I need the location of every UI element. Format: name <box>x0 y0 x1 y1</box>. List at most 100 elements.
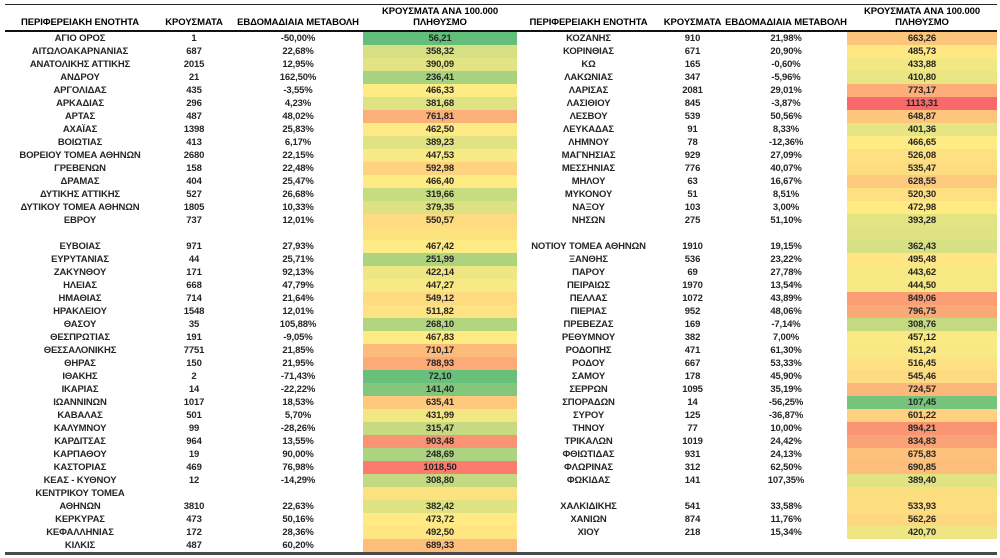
cases-cell: 125 <box>684 410 701 421</box>
weekly-change-cell <box>725 227 847 240</box>
per-100k-cell: 268,10 <box>363 318 517 331</box>
region-name-cell: ΚΑΛΥΜΝΟΥ <box>53 423 107 434</box>
cases-cell: 413 <box>186 137 202 148</box>
cases-cell: 671 <box>684 46 701 57</box>
region-name-cell: ΚΩ <box>581 59 596 70</box>
per-100k-cell: 390,09 <box>363 58 517 71</box>
region-name-cell: ΚΟΡΙΝΘΙΑΣ <box>563 46 614 57</box>
per-100k-cell: 849,06 <box>847 292 997 305</box>
weekly-change-cell: 25,47% <box>282 176 314 187</box>
weekly-change-cell: 16,67% <box>770 176 802 187</box>
per-100k-cell: 467,42 <box>363 240 517 253</box>
weekly-change-cell: 107,35% <box>767 475 805 486</box>
region-name-cell: ΧΑΛΚΙΔΙΚΗΣ <box>560 501 617 512</box>
per-100k-cell: 451,24 <box>847 344 997 357</box>
per-100k-cell: 473,72 <box>363 513 517 526</box>
cases-cell: 150 <box>186 358 202 369</box>
per-100k-cell: 422,14 <box>363 266 517 279</box>
per-100k-cell: 389,23 <box>363 136 517 149</box>
cases-cell: 539 <box>684 111 701 122</box>
table-row: ΠΑΡΟΥ 69 27,78% 443,62 <box>517 266 997 279</box>
table-row: ΚΑΣΤΟΡΙΑΣ 469 76,98% 1018,50 <box>5 461 517 474</box>
table-row: ΘΕΣΠΡΩΤΙΑΣ 191 -9,05% 467,83 <box>5 331 517 344</box>
cases-cell: 1398 <box>183 124 205 135</box>
region-name-cell <box>5 227 155 240</box>
spacer-row <box>5 227 517 240</box>
table-row: ΝΟΤΙΟΥ ΤΟΜΕΑ ΑΘΗΝΩΝ 1910 19,15% 362,43 <box>517 240 997 253</box>
region-name-cell: ΛΕΥΚΑΔΑΣ <box>563 124 614 135</box>
per-100k-cell: 72,10 <box>363 370 517 383</box>
per-100k-cell: 379,35 <box>363 201 517 214</box>
region-name-cell: ΗΜΑΘΙΑΣ <box>58 293 102 304</box>
table-row: ΜΕΣΣΗΝΙΑΣ 776 40,07% 535,47 <box>517 162 997 175</box>
region-name-cell: ΑΡΓΟΛΙΔΑΣ <box>53 85 107 96</box>
cases-cell: 218 <box>684 527 701 538</box>
table-row: ΤΗΝΟΥ 77 10,00% 894,21 <box>517 422 997 435</box>
region-name-cell: ΑΧΑΪΑΣ <box>62 124 98 135</box>
region-name-cell: ΦΛΩΡΙΝΑΣ <box>564 462 613 473</box>
table-row: ΠΡΕΒΕΖΑΣ 169 -7,14% 308,76 <box>517 318 997 331</box>
table-row: ΚΑΡΔΙΤΣΑΣ 964 13,55% 903,48 <box>5 435 517 448</box>
weekly-change-cell: 21,85% <box>282 345 314 356</box>
weekly-change-cell: 50,56% <box>770 111 802 122</box>
region-name-cell: ΚΙΛΚΙΣ <box>64 540 96 551</box>
cases-cell: 44 <box>188 254 200 265</box>
region-name-cell: ΞΑΝΘΗΣ <box>569 254 608 265</box>
table-row: ΛΕΣΒΟΥ 539 50,56% 648,87 <box>517 110 997 123</box>
per-100k-cell: 562,26 <box>847 513 997 526</box>
weekly-change-cell: 22,63% <box>282 501 314 512</box>
table-row: ΔΡΑΜΑΣ 404 25,47% 466,40 <box>5 175 517 188</box>
region-name-cell: ΛΕΣΒΟΥ <box>569 111 608 122</box>
per-100k-cell: 248,69 <box>363 448 517 461</box>
table-row: ΧΑΝΙΩΝ 874 11,76% 562,26 <box>517 513 997 526</box>
table-row: ΙΘΑΚΗΣ 2 -71,43% 72,10 <box>5 370 517 383</box>
table-row: ΖΑΚΥΝΘΟΥ 171 92,13% 422,14 <box>5 266 517 279</box>
region-name-cell: ΣΠΟΡΑΔΩΝ <box>562 397 615 408</box>
cases-cell: 69 <box>687 267 698 278</box>
per-100k-cell: 675,83 <box>847 448 997 461</box>
weekly-change-cell: -28,26% <box>280 423 316 434</box>
table-row: ΔΥΤΙΚΟΥ ΤΟΜΕΑ ΑΘΗΝΩΝ 1805 10,33% 379,35 <box>5 201 517 214</box>
table-row: ΑΘΗΝΩΝ 3810 22,63% 382,42 <box>5 500 517 513</box>
weekly-change-cell <box>233 227 363 240</box>
per-100k-cell: 520,30 <box>847 188 997 201</box>
cases-cell: 874 <box>684 514 701 525</box>
per-100k-cell <box>363 487 517 500</box>
table-row: ΛΑΚΩΝΙΑΣ 347 -5,96% 410,80 <box>517 71 997 84</box>
table-row: ΕΥΡΥΤΑΝΙΑΣ 44 25,71% 251,99 <box>5 253 517 266</box>
table-row: ΚΕΡΚΥΡΑΣ 473 50,16% 473,72 <box>5 513 517 526</box>
weekly-change-cell: 92,13% <box>282 267 314 278</box>
per-100k-cell: 903,48 <box>363 435 517 448</box>
weekly-change-cell: 62,50% <box>770 462 802 473</box>
weekly-change-cell: 90,00% <box>282 449 314 460</box>
region-name-cell: ΛΗΜΝΟΥ <box>568 137 609 148</box>
table-row: ΜΥΚΟΝΟΥ 51 8,51% 520,30 <box>517 188 997 201</box>
weekly-change-cell: 45,90% <box>770 371 802 382</box>
table-row: ΚΩ 165 -0,60% 433,88 <box>517 58 997 71</box>
cases-cell: 169 <box>684 319 701 330</box>
cases-cell: 296 <box>186 98 202 109</box>
cases-cell: 77 <box>687 423 698 434</box>
region-name-cell: ΣΑΜΟΥ <box>571 371 606 382</box>
per-100k-cell: 466,65 <box>847 136 997 149</box>
per-100k-cell: 308,80 <box>363 474 517 487</box>
per-100k-cell: 648,87 <box>847 110 997 123</box>
per-100k-cell: 526,08 <box>847 149 997 162</box>
weekly-change-cell: -56,25% <box>768 397 804 408</box>
table-row: ΗΜΑΘΙΑΣ 714 21,64% 549,12 <box>5 292 517 305</box>
weekly-change-cell: -12,36% <box>768 137 804 148</box>
cases-cell: 1019 <box>682 436 703 447</box>
per-100k-cell: 710,17 <box>363 344 517 357</box>
region-name-cell: ΑΡΤΑΣ <box>64 111 96 122</box>
cases-cell: 687 <box>186 46 202 57</box>
region-name-cell: ΑΡΚΑΔΙΑΣ <box>56 98 104 109</box>
cases-cell: 14 <box>687 397 698 408</box>
region-name-cell: ΔΥΤΙΚΗΣ ΑΤΤΙΚΗΣ <box>40 189 120 200</box>
table-row: ΕΥΒΟΙΑΣ 971 27,93% 467,42 <box>5 240 517 253</box>
table-row: ΘΑΣΟΥ 35 105,88% 268,10 <box>5 318 517 331</box>
per-100k-cell: 393,28 <box>847 214 997 227</box>
per-100k-cell: 236,41 <box>363 71 517 84</box>
cases-cell: 1095 <box>682 384 703 395</box>
per-100k-cell: 1113,31 <box>847 97 997 110</box>
